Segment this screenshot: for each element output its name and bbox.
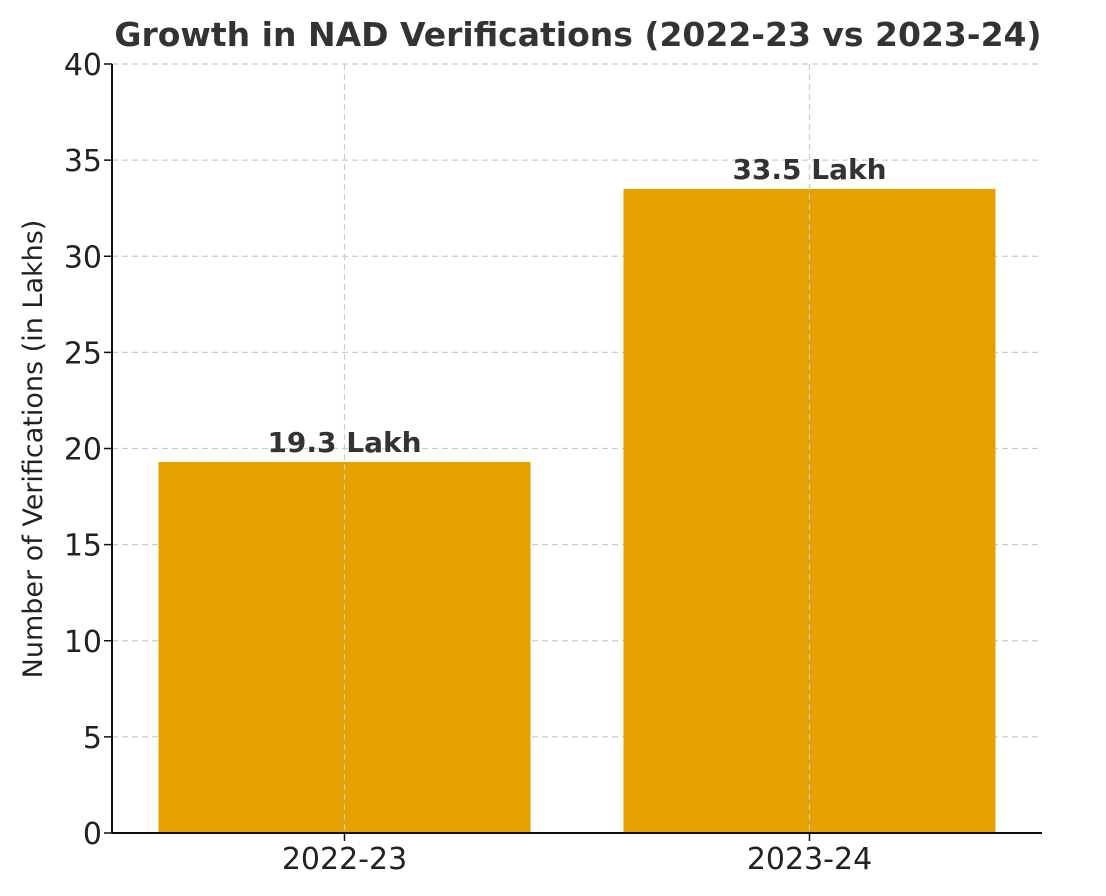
vertical-grid-layer [343,64,811,833]
y-tick-label: 40 [64,48,102,83]
y-tick-label: 30 [64,240,102,275]
data-label: 19.3 Lakh [267,426,421,459]
label-layer: 19.3 Lakh 33.5 Lakh [267,153,886,459]
y-tick-label: 5 [83,721,102,756]
axis-layer: 0 5 10 15 20 25 30 35 40 2022-23 2023-24 [64,48,1042,877]
x-tick-label: 2022-23 [282,842,407,877]
chart-title: Growth in NAD Verifications (2022-23 vs … [114,15,1041,54]
y-tick-label: 0 [83,817,102,852]
y-tick-label: 25 [64,336,102,371]
x-tick-label: 2023-24 [747,842,872,877]
y-tick-label: 10 [64,625,102,660]
y-tick-label: 35 [64,144,102,179]
data-label: 33.5 Lakh [732,153,886,186]
y-tick-label: 15 [64,529,102,564]
y-tick-label: 20 [64,433,102,468]
y-axis-label: Number of Verifications (in Lakhs) [18,220,49,679]
